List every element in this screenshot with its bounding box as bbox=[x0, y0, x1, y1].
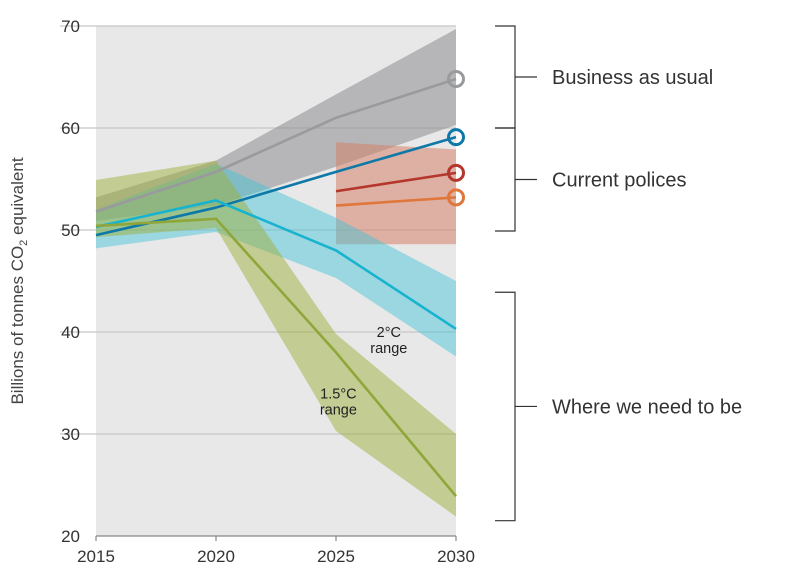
x-tick-label: 2025 bbox=[317, 547, 355, 566]
where-we-need-to-be-bracket: Where we need to be bbox=[495, 291, 742, 522]
y-axis-label: Billions of tonnes CO2 equivalent bbox=[8, 157, 30, 404]
y-tick-label: 20 bbox=[61, 527, 80, 546]
bau-line-series bbox=[95, 77, 457, 213]
bau-line-end-marker bbox=[447, 70, 465, 89]
business-as-usual-label: Business as usual bbox=[552, 67, 713, 89]
range-label-line: range bbox=[370, 341, 407, 357]
business-as-usual-bracket: Business as usual bbox=[495, 25, 713, 129]
one-five-deg-label: 1.5°C range bbox=[320, 386, 357, 418]
series-end-markers bbox=[447, 70, 465, 207]
where-we-need-to-be-label: Where we need to be bbox=[552, 396, 742, 418]
x-tick-label: 2020 bbox=[197, 547, 235, 566]
red-line-series bbox=[335, 171, 457, 193]
one-five-deg-band bbox=[96, 160, 456, 517]
y-tick-label: 50 bbox=[61, 221, 80, 240]
blue-line-end-marker bbox=[447, 128, 465, 147]
range-label-line: 2°C bbox=[377, 325, 401, 341]
red-line-end-marker bbox=[447, 163, 465, 182]
x-tick-label: 2015 bbox=[77, 547, 115, 566]
scenario-brackets: Business as usual Current polices Where we… bbox=[495, 25, 742, 522]
series-lines bbox=[95, 77, 457, 498]
range-label-line: 1.5°C bbox=[320, 386, 356, 402]
current-policies-label: Current polices bbox=[552, 170, 687, 192]
range-bands bbox=[96, 29, 456, 517]
y-tick-label: 60 bbox=[61, 119, 80, 138]
y-tick-label: 30 bbox=[61, 425, 80, 444]
orange-line-series bbox=[335, 196, 457, 207]
current-band bbox=[336, 142, 456, 245]
orange-line-end-marker bbox=[447, 188, 465, 207]
x-axis-ticks: 2015 2020 2025 2030 bbox=[77, 536, 475, 566]
one-five-deg-line-series bbox=[95, 217, 457, 498]
two-deg-label: 2°C range bbox=[370, 325, 407, 357]
y-tick-label: 70 bbox=[61, 17, 80, 36]
x-tick-label: 2030 bbox=[437, 547, 475, 566]
current-policies-bracket: Current polices bbox=[495, 127, 687, 232]
y-axis-ticks: 20 30 40 50 60 70 bbox=[61, 17, 80, 546]
two-deg-line-series bbox=[95, 199, 457, 331]
range-label-line: range bbox=[320, 402, 357, 418]
y-tick-label: 40 bbox=[61, 323, 80, 342]
